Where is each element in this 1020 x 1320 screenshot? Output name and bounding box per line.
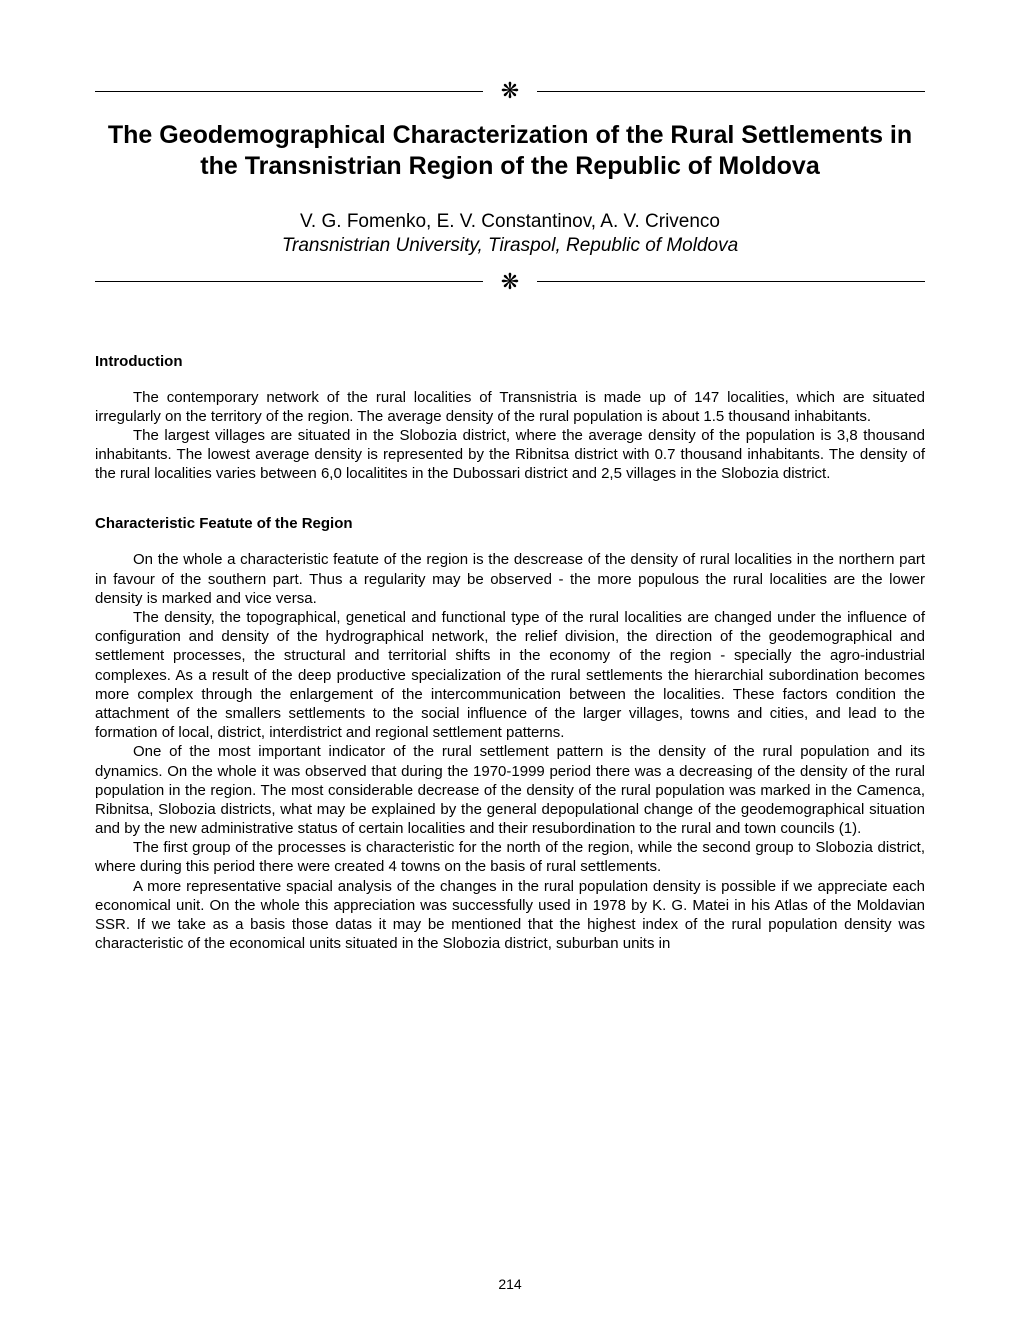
paragraph: The contemporary network of the rural lo… xyxy=(95,388,925,426)
authors-line: V. G. Fomenko, E. V. Constantinov, A. V.… xyxy=(95,211,925,233)
top-divider: ❋ xyxy=(95,80,925,102)
paragraph: The largest villages are situated in the… xyxy=(95,426,925,484)
section-characteristic: Characteristic Featute of the Region On … xyxy=(95,515,925,953)
divider-line-right xyxy=(537,281,925,282)
section-heading: Characteristic Featute of the Region xyxy=(95,515,925,532)
paragraph: The first group of the processes is char… xyxy=(95,838,925,876)
paragraph: A more representative spacial analysis o… xyxy=(95,877,925,954)
paragraph: The density, the topographical, genetica… xyxy=(95,608,925,742)
divider-line-left xyxy=(95,281,483,282)
section-introduction: Introduction The contemporary network of… xyxy=(95,353,925,484)
paragraph: On the whole a characteristic featute of… xyxy=(95,550,925,608)
paper-title: The Geodemographical Characterization of… xyxy=(95,120,925,183)
paragraph: One of the most important indicator of t… xyxy=(95,742,925,838)
affiliation-line: Transnistrian University, Tiraspol, Repu… xyxy=(95,235,925,257)
ornament-icon: ❋ xyxy=(501,80,519,102)
ornament-icon: ❋ xyxy=(501,271,519,293)
divider-line-left xyxy=(95,91,483,92)
section-gap xyxy=(95,483,925,515)
divider-line-right xyxy=(537,91,925,92)
section-heading: Introduction xyxy=(95,353,925,370)
page-number: 214 xyxy=(0,1276,1020,1292)
bottom-divider: ❋ xyxy=(95,271,925,293)
